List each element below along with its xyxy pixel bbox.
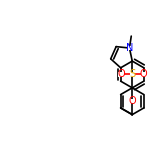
FancyBboxPatch shape (141, 72, 146, 77)
FancyBboxPatch shape (118, 72, 124, 77)
Text: N: N (126, 43, 133, 53)
Text: S: S (129, 69, 135, 79)
FancyBboxPatch shape (129, 99, 135, 103)
Text: O: O (128, 96, 136, 106)
FancyBboxPatch shape (130, 72, 135, 77)
Text: O: O (117, 69, 125, 79)
Text: O: O (140, 69, 147, 79)
FancyBboxPatch shape (127, 46, 132, 50)
